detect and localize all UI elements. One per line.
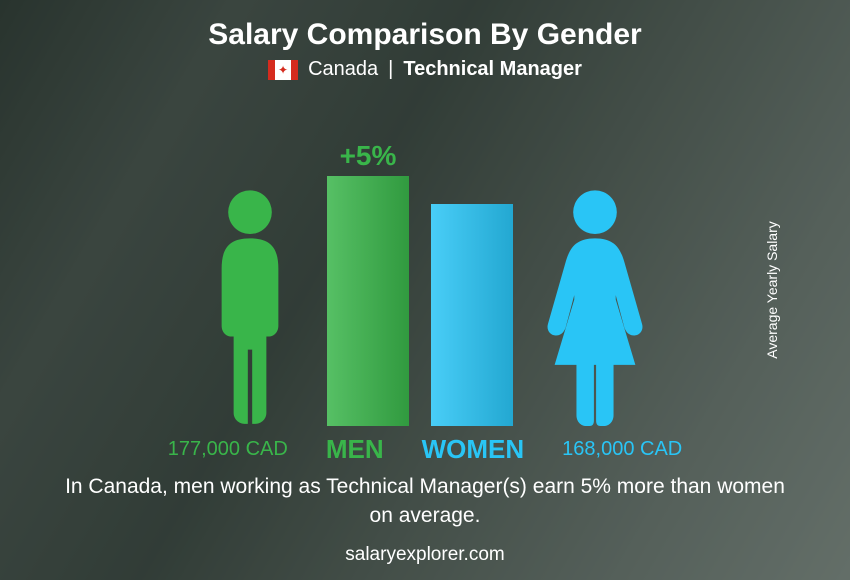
description-text: In Canada, men working as Technical Mana… — [65, 473, 785, 530]
men-icon-col — [195, 186, 305, 426]
page-title: Salary Comparison By Gender — [208, 18, 641, 52]
women-bar-col — [431, 204, 513, 426]
infographic-content: Salary Comparison By Gender ✦ Canada | T… — [0, 0, 850, 580]
y-axis-label: Average Yearly Salary — [763, 221, 779, 359]
subtitle-row: ✦ Canada | Technical Manager — [268, 58, 582, 81]
separator: | — [388, 58, 393, 81]
labels-row: 177,000 CAD MEN WOMEN 168,000 CAD — [40, 434, 810, 465]
men-bar-col: +5% — [327, 140, 409, 426]
men-label: MEN — [326, 434, 384, 465]
women-bar — [431, 204, 513, 426]
difference-label: +5% — [340, 140, 397, 172]
women-salary: 168,000 CAD — [562, 438, 682, 461]
women-icon-col — [535, 186, 655, 426]
role-label: Technical Manager — [403, 58, 582, 81]
men-bar — [327, 176, 409, 426]
footer-source: salaryexplorer.com — [345, 544, 504, 566]
country-label: Canada — [308, 58, 378, 81]
female-icon — [535, 186, 655, 426]
male-icon — [195, 186, 305, 426]
women-label: WOMEN — [422, 434, 525, 465]
canada-flag-icon: ✦ — [268, 60, 298, 80]
men-salary: 177,000 CAD — [168, 438, 288, 461]
chart-area: +5% — [40, 89, 810, 426]
